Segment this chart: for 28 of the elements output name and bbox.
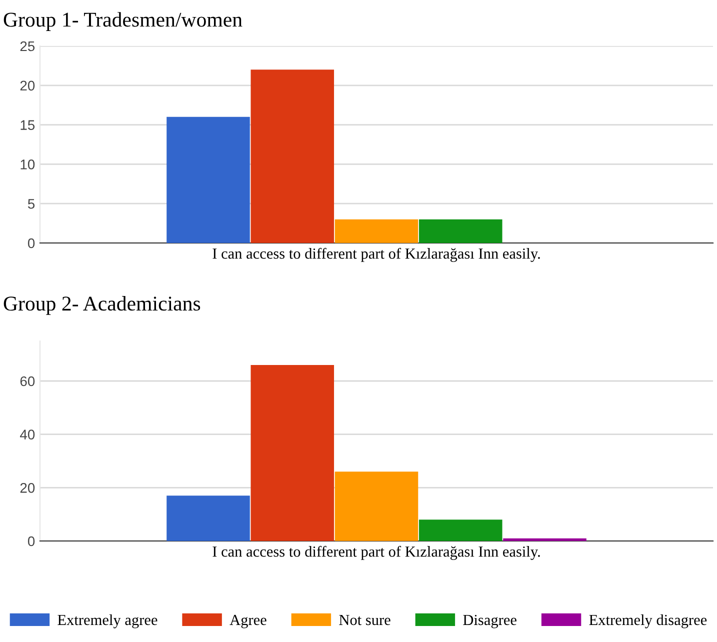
y-tick-label: 15 bbox=[20, 120, 35, 130]
bar bbox=[334, 219, 418, 243]
y-tick-label: 40 bbox=[20, 430, 35, 440]
bar bbox=[418, 520, 502, 541]
x-tick-label: I can access to different part of Kızlarağası Inn easily. bbox=[212, 248, 540, 262]
bar bbox=[503, 538, 586, 541]
bar bbox=[418, 219, 502, 243]
legend-label: Extremely agree bbox=[58, 614, 158, 628]
bar bbox=[166, 496, 250, 541]
legend-label: Extremely disagree bbox=[589, 614, 707, 628]
y-tick-label: 0 bbox=[28, 238, 35, 248]
y-tick-label: 20 bbox=[20, 80, 35, 91]
y-tick-label: 0 bbox=[28, 536, 35, 546]
bar bbox=[250, 365, 334, 541]
legend-label: Disagree bbox=[463, 614, 516, 628]
bar bbox=[334, 472, 418, 541]
y-tick-label: 60 bbox=[20, 376, 35, 386]
chart-title: Group 1- Tradesmen/women bbox=[4, 12, 242, 31]
bar bbox=[250, 70, 334, 243]
y-tick-label: 5 bbox=[28, 199, 35, 209]
legend-label: Agree bbox=[230, 614, 266, 628]
y-tick-label: 25 bbox=[20, 41, 35, 52]
x-tick-label: I can access to different part of Kızlarağası Inn easily. bbox=[212, 546, 540, 560]
bar bbox=[166, 116, 250, 243]
legend-label: Not sure bbox=[339, 614, 390, 626]
chart-title: Group 2- Academicians bbox=[4, 296, 200, 315]
y-tick-label: 10 bbox=[20, 160, 35, 170]
y-tick-label: 20 bbox=[20, 483, 35, 493]
